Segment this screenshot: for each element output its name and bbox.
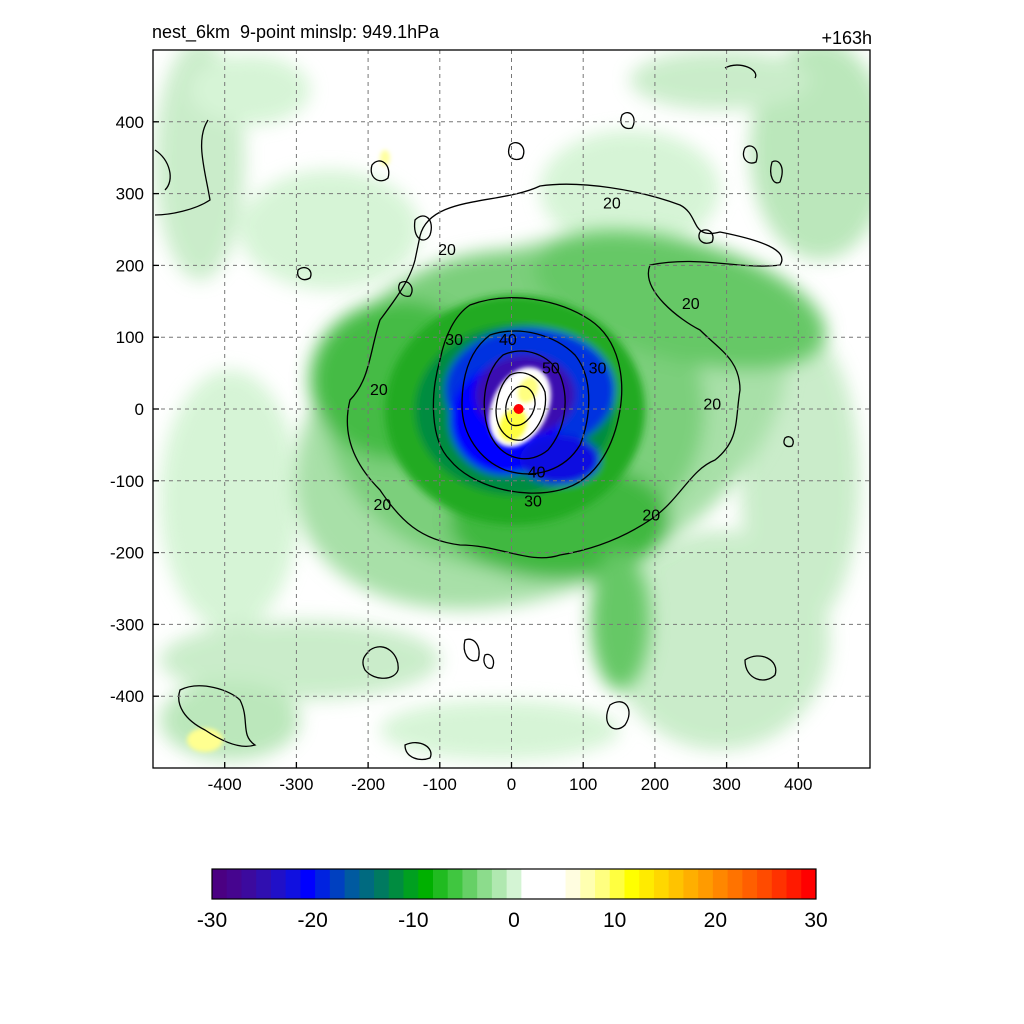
x-axis: -400 -300 -200 -100 0 100 200 300 400: [208, 762, 812, 794]
contour-label: 20: [374, 497, 392, 514]
center-marker-layer: [513, 404, 524, 414]
colorbar-swatch: [771, 869, 788, 899]
colorbar-swatch: [388, 869, 405, 899]
y-tick-label: -300: [110, 615, 144, 634]
chart-title: nest_6km 9-point minslp: 949.1hPa: [152, 22, 440, 42]
y-tick-label: 0: [135, 400, 144, 419]
heatmap-field: [153, 50, 870, 768]
y-tick-label: -100: [110, 472, 144, 491]
y-tick-label: -200: [110, 544, 144, 563]
contour-label: 40: [528, 465, 546, 482]
y-tick-label: 100: [116, 328, 144, 347]
colorbar-swatch: [506, 869, 522, 899]
x-tick-label: 400: [784, 775, 812, 794]
colorbar-swatch: [315, 869, 331, 899]
colorbar-swatch: [742, 869, 758, 899]
colorbar-swatch: [712, 869, 729, 899]
colorbar-swatch: [639, 869, 655, 899]
contour-label: 20: [603, 195, 621, 212]
contour-label: 20: [370, 382, 388, 399]
contour-label: 20: [642, 508, 660, 525]
y-tick-label: 200: [116, 256, 144, 275]
colorbar-swatch: [801, 869, 817, 899]
colorbar-swatch: [668, 869, 684, 899]
colorbar-ticks: -30 -20 -10 0 10 20 30: [197, 909, 828, 932]
x-tick-label: -400: [208, 775, 242, 794]
colorbar-swatch: [462, 869, 478, 899]
colorbar-swatch: [653, 869, 670, 899]
colorbar-swatch: [212, 869, 228, 899]
colorbar-swatch: [226, 869, 242, 899]
colorbar-swatch: [536, 869, 552, 899]
y-tick-label: 300: [116, 185, 144, 204]
x-tick-label: 0: [507, 775, 516, 794]
colorbar-swatch: [241, 869, 257, 899]
colorbar-swatch: [285, 869, 301, 899]
forecast-hour-label: +163h: [821, 28, 872, 48]
colorbar-swatch: [786, 869, 802, 899]
x-tick-label: -100: [423, 775, 457, 794]
contour-label: 20: [703, 396, 721, 413]
colorbar-swatch: [344, 869, 360, 899]
colorbar-swatch: [624, 869, 640, 899]
colorbar-swatch: [683, 869, 699, 899]
colorbar-swatch: [595, 869, 611, 899]
colorbar-swatch: [580, 869, 596, 899]
x-tick-label: 200: [641, 775, 669, 794]
colorbar-swatch: [329, 869, 346, 899]
colorbar-tick-label: 30: [804, 909, 827, 932]
colorbar-swatch: [477, 869, 493, 899]
colorbar-swatch: [757, 869, 773, 899]
colorbar-swatch: [521, 869, 537, 899]
contour-label: 30: [445, 332, 463, 349]
colorbar-swatch: [550, 869, 567, 899]
colorbar-swatch: [403, 869, 419, 899]
contour-label: 30: [524, 493, 542, 510]
colorbar-swatch: [374, 869, 390, 899]
colorbar-tick-label: 10: [603, 909, 626, 932]
colorbar-tick-label: -10: [398, 909, 428, 932]
contour-label: 30: [589, 361, 607, 378]
colorbar-frame: [211, 868, 817, 900]
contour-label: 40: [499, 332, 517, 349]
x-tick-label: 300: [712, 775, 740, 794]
x-tick-label: -200: [351, 775, 385, 794]
x-tick-label: -300: [279, 775, 313, 794]
colorbar-swatch: [491, 869, 508, 899]
colorbar-tick-label: -30: [197, 909, 227, 932]
colorbar-swatch: [359, 869, 375, 899]
y-axis: 400 300 200 100 0 -100 -200 -300 -400: [110, 113, 159, 706]
contour-label: 20: [438, 242, 456, 259]
y-tick-label: -400: [110, 687, 144, 706]
colorbar-swatch: [418, 869, 434, 899]
y-tick-label: 400: [116, 113, 144, 132]
storm-center-marker: [513, 404, 524, 414]
contour-label: 20: [682, 296, 700, 313]
colorbar-tick-label: -20: [297, 909, 327, 932]
colorbar-swatch: [256, 869, 272, 899]
colorbar-tick-label: 20: [704, 909, 727, 932]
colorbar-swatch: [447, 869, 463, 899]
colorbar-swatch: [727, 869, 743, 899]
colorbar-swatch: [300, 869, 316, 899]
colorbar-swatch: [565, 869, 581, 899]
contour-labels: 20 20 20 20 20 20 20 30 30 30 40 40 50: [370, 195, 721, 525]
colorbar-swatch: [609, 869, 625, 899]
colorbar: [211, 868, 817, 900]
colorbar-swatch: [698, 869, 714, 899]
colorbar-swatch: [270, 869, 287, 899]
colorbar-tick-label: 0: [508, 909, 520, 932]
x-tick-label: 100: [569, 775, 597, 794]
colorbar-swatch: [432, 869, 449, 899]
contour-label: 50: [542, 361, 560, 378]
